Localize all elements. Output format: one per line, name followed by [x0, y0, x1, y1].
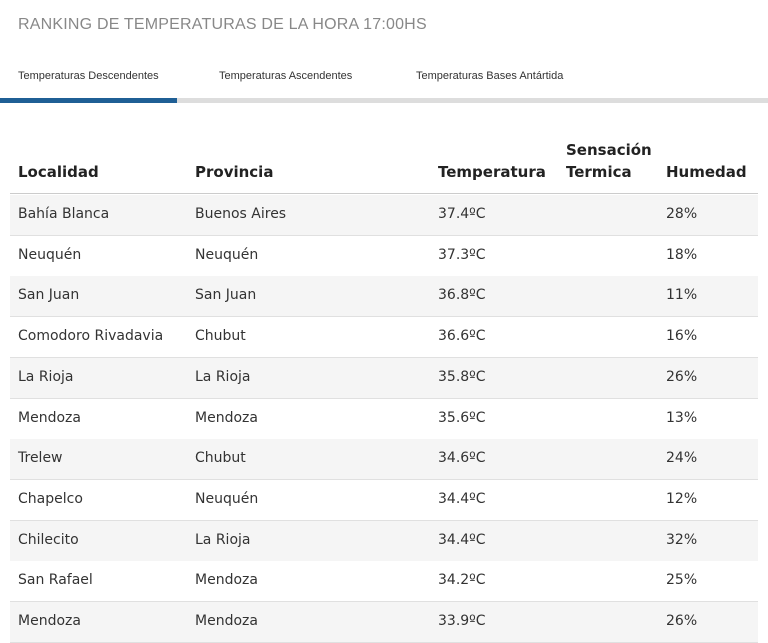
table-cell: 16%: [666, 328, 698, 345]
table-row: Bahía Blanca Buenos Aires 37.4ºC 28%: [10, 195, 758, 236]
table-cell: 34.4ºC: [438, 531, 486, 548]
table-cell: San Rafael: [18, 572, 93, 589]
table-cell: 37.4ºC: [438, 206, 486, 222]
table-cell: Mendoza: [195, 572, 258, 589]
header-divider: [10, 193, 758, 194]
table-row: Chilecito La Rioja 34.4ºC 32%: [10, 520, 758, 562]
table-cell: Chilecito: [18, 531, 79, 548]
table-cell: 34.4ºC: [438, 490, 486, 507]
table-row: Comodoro Rivadavia Chubut 36.6ºC 16%: [10, 317, 758, 359]
table-cell: La Rioja: [195, 368, 251, 385]
table-cell: 13%: [666, 409, 698, 426]
column-header: Humedad: [666, 163, 747, 181]
table-cell: 18%: [666, 246, 698, 263]
table-cell: La Rioja: [18, 368, 74, 385]
column-header: Localidad: [18, 163, 99, 181]
table-cell: 36.6ºC: [438, 328, 486, 345]
table-cell: 11%: [666, 287, 698, 304]
table-cell: Mendoza: [195, 409, 258, 426]
table-cell: Neuquén: [18, 246, 82, 263]
table-cell: Trelew: [18, 450, 63, 467]
page-title: RANKING DE TEMPERATURAS DE LA HORA 17:00…: [18, 16, 427, 33]
table-cell: 35.8ºC: [438, 368, 486, 385]
table-row: Neuquén Neuquén 37.3ºC 18%: [10, 235, 758, 277]
tab[interactable]: Temperaturas Descendentes: [18, 70, 159, 82]
table-cell: 37.3ºC: [438, 246, 486, 263]
table-cell: Mendoza: [18, 613, 81, 629]
table-cell: Mendoza: [18, 409, 81, 426]
table-cell: San Juan: [18, 287, 80, 304]
table-cell: Chapelco: [18, 490, 83, 507]
table-cell: Neuquén: [195, 246, 259, 263]
table-cell: San Juan: [195, 287, 257, 304]
table-row: Mendoza Mendoza 33.9ºC 26%: [10, 602, 758, 643]
table-row: San Juan San Juan 36.8ºC 11%: [10, 276, 758, 318]
table-cell: 24%: [666, 450, 698, 467]
column-header: Provincia: [195, 163, 274, 181]
table-cell: 33.9ºC: [438, 613, 486, 629]
table-cell: Comodoro Rivadavia: [18, 328, 164, 345]
table-row: Chapelco Neuquén 34.4ºC 12%: [10, 479, 758, 521]
table-cell: Mendoza: [195, 613, 258, 629]
table-cell: 32%: [666, 531, 698, 548]
table-cell: 26%: [666, 613, 698, 629]
table-row: San Rafael Mendoza 34.2ºC 25%: [10, 561, 758, 603]
table-cell: 28%: [666, 206, 698, 222]
table-cell: 36.8ºC: [438, 287, 486, 304]
table-cell: 34.2ºC: [438, 572, 486, 589]
table-cell: Bahía Blanca: [18, 206, 110, 222]
column-header: Sensación Termica: [566, 141, 652, 181]
table-cell: Chubut: [195, 328, 246, 345]
tab[interactable]: Temperaturas Ascendentes: [219, 70, 353, 82]
table-cell: 35.6ºC: [438, 409, 486, 426]
tab-bar: [0, 98, 768, 103]
table-row: Mendoza Mendoza 35.6ºC 13%: [10, 398, 758, 440]
table-cell: 34.6ºC: [438, 450, 486, 467]
table-cell: Buenos Aires: [195, 206, 287, 222]
table-cell: 26%: [666, 368, 698, 385]
table-cell: 12%: [666, 490, 698, 507]
table-cell: Chubut: [195, 450, 246, 467]
table-cell: La Rioja: [195, 531, 251, 548]
table-row: La Rioja La Rioja 35.8ºC 26%: [10, 357, 758, 399]
table-cell: 25%: [666, 572, 698, 589]
table-cell: Neuquén: [195, 490, 259, 507]
table-row: Trelew Chubut 34.6ºC 24%: [10, 439, 758, 481]
column-header: Temperatura: [438, 163, 546, 181]
tab[interactable]: Temperaturas Bases Antártida: [416, 70, 564, 82]
active-tab-indicator: [0, 98, 177, 103]
